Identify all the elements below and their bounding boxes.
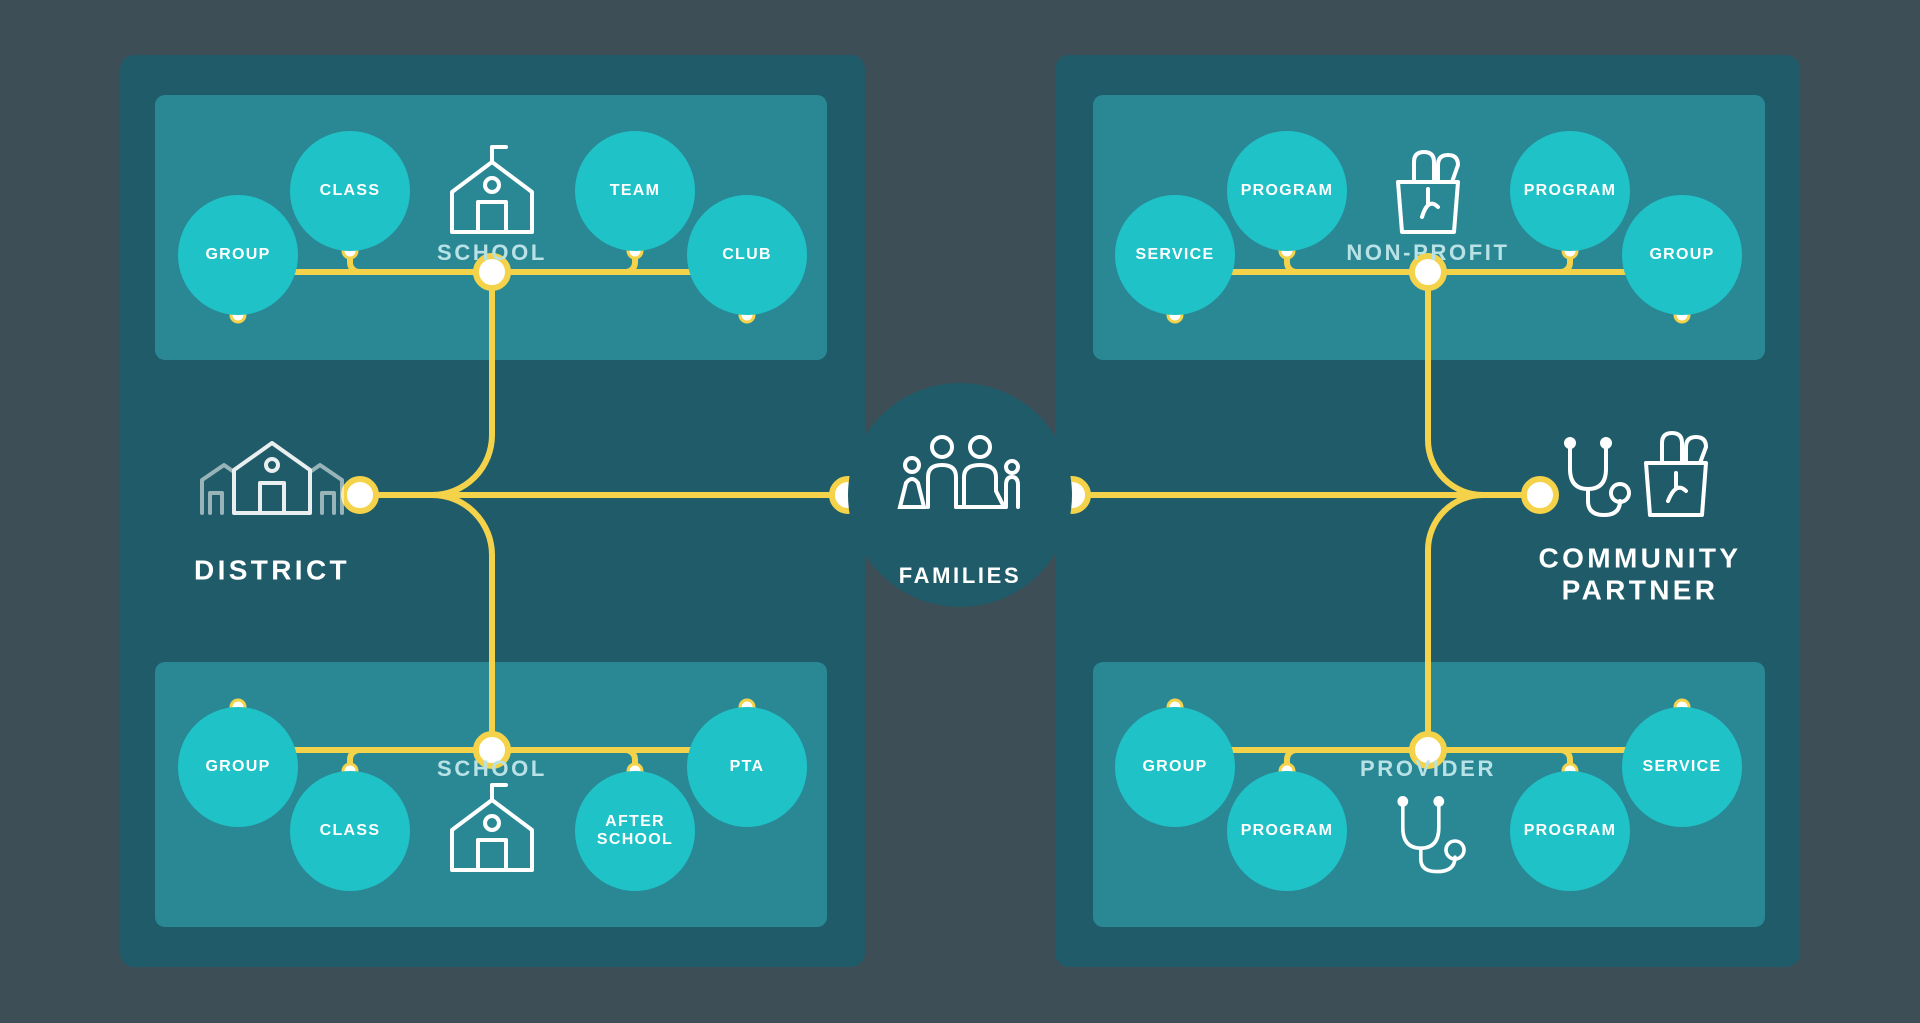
left.bottom-bubble-label-1: CLASS — [320, 822, 381, 839]
left.top-bubble-label-1: CLASS — [320, 182, 381, 199]
school-top-label: SCHOOL — [437, 240, 547, 265]
nonprofit-label: NON-PROFIT — [1346, 240, 1509, 265]
right.top-bubble-label-3: GROUP — [1649, 246, 1714, 263]
district-dot — [344, 479, 376, 511]
left.top-bubble-label-2: TEAM — [610, 182, 660, 199]
right.top-bubble-label-2: PROGRAM — [1524, 182, 1617, 199]
left.top-bubble-label-3: CLUB — [722, 246, 772, 263]
right.bottom-bubble-label-0: GROUP — [1142, 758, 1207, 775]
left.bottom-bubble-label-2: AFTERSCHOOL — [597, 813, 673, 848]
left.bottom-bubble-label-3: PTA — [730, 758, 765, 775]
left.top-bubble-label-0: GROUP — [205, 246, 270, 263]
provider-label: PROVIDER — [1360, 756, 1496, 781]
community-label-2: PARTNER — [1562, 574, 1719, 605]
school-bot-label: SCHOOL — [437, 756, 547, 781]
right.top-bubble-label-0: SERVICE — [1136, 246, 1215, 263]
right.bottom-bubble-label-1: PROGRAM — [1241, 822, 1334, 839]
right.top-bubble-label-1: PROGRAM — [1241, 182, 1334, 199]
community-label-1: COMMUNITY — [1539, 542, 1742, 573]
district-label: DISTRICT — [194, 554, 350, 585]
right.bottom-bubble-label-2: PROGRAM — [1524, 822, 1617, 839]
right.bottom-bubble-label-3: SERVICE — [1643, 758, 1722, 775]
community-dot — [1524, 479, 1556, 511]
families-label: FAMILIES — [899, 563, 1022, 588]
left.bottom-bubble-label-0: GROUP — [205, 758, 270, 775]
